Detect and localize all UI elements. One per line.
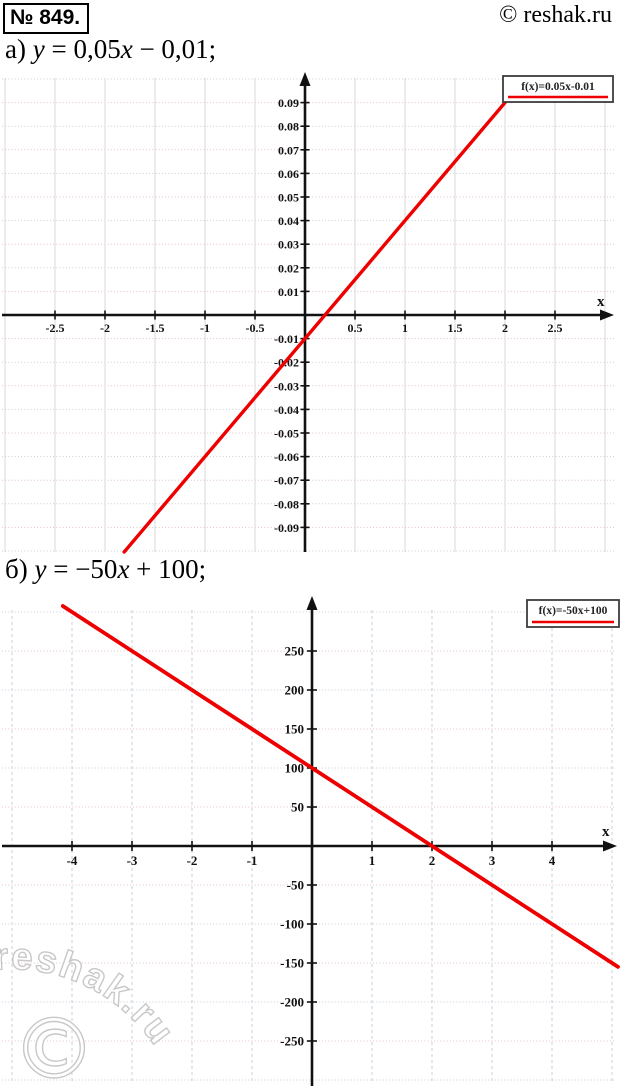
chart-a: x -2.5 -2 -1.5 -1 -0.5 0.5 1 1.5 2 2.5 0.09 0.08 0.07… <box>0 68 620 560</box>
function-line <box>60 604 620 969</box>
x-tick-label: 2 <box>429 853 436 868</box>
y-tick-label: 0.03 <box>278 238 299 252</box>
copyright-note: © reshak.ru <box>499 2 612 28</box>
y-tick-label: -0.06 <box>274 450 299 464</box>
equation-text: а) <box>5 34 33 64</box>
y-tick-label: -0.05 <box>274 427 299 441</box>
y-tick-label: 0.02 <box>278 261 299 275</box>
y-tick-label: 0.09 <box>278 96 299 110</box>
x-tick-label: -1 <box>247 853 258 868</box>
y-tick-label: 100 <box>285 761 305 776</box>
legend-label: f(x)=-50x+100 <box>539 605 608 617</box>
x-tick-label: 1 <box>402 321 408 335</box>
y-tick-label: -100 <box>280 917 304 932</box>
y-tick-label: 0.04 <box>278 214 299 228</box>
y-axis-arrow-icon <box>306 596 318 610</box>
x-tick-label: -1 <box>200 321 210 335</box>
y-tick-label: -0.04 <box>274 403 299 417</box>
y-tick-label: 250 <box>285 644 305 659</box>
equation-text: − 0,01; <box>132 34 217 64</box>
plot-b: x -4 -3 -2 -1 1 2 3 4 250 200 150 100 50 -50 -100 -150 -2… <box>2 596 620 1086</box>
x-tick-label: 1.5 <box>448 321 463 335</box>
x-tick-label: -1.5 <box>146 321 165 335</box>
y-tick-label: -0.07 <box>274 474 299 488</box>
y-tick-label: 0.08 <box>278 120 299 134</box>
equation-text: = 0,05 <box>44 34 121 64</box>
x-tick-label: -2 <box>187 853 198 868</box>
y-tick-label: 200 <box>285 683 305 698</box>
x-tick-label: 0.5 <box>348 321 363 335</box>
y-tick-label: 0.06 <box>278 167 299 181</box>
x-tick-label: 2 <box>502 321 508 335</box>
y-tick-label: -150 <box>280 956 304 971</box>
y-tick-label: -200 <box>280 995 304 1010</box>
legend-label: f(x)=0.05x-0.01 <box>521 81 595 93</box>
equation-variable: y <box>32 34 45 64</box>
x-tick-label: 2.5 <box>548 321 563 335</box>
x-axis-arrow-icon <box>603 840 617 852</box>
plot-a: x -2.5 -2 -1.5 -1 -0.5 0.5 1 1.5 2 2.5 0.09 0.08 0.07… <box>2 72 616 554</box>
equation-a: а) y = 0,05x − 0,01; <box>5 34 216 65</box>
legend-box: f(x)=0.05x-0.01 <box>502 75 614 103</box>
x-tick-label: -0.5 <box>246 321 265 335</box>
y-tick-label: 50 <box>291 800 304 815</box>
x-tick-label: -4 <box>67 853 78 868</box>
x-tick-label: 3 <box>489 853 496 868</box>
equation-variable: x <box>117 554 130 584</box>
y-tick-label: 0.01 <box>278 285 299 299</box>
equation-variable: x <box>120 34 133 64</box>
problem-number-badge: № 849. <box>3 3 90 34</box>
x-axis-label: x <box>597 294 605 310</box>
y-tick-label: -250 <box>280 1034 304 1049</box>
y-tick-label: 0.05 <box>278 191 299 205</box>
y-ticks: 0.09 0.08 0.07 0.06 0.05 0.04 0.03 0.02 0.01 -0.0… <box>274 96 310 535</box>
x-tick-label: -2.5 <box>46 321 65 335</box>
equation-variable: y <box>34 554 47 584</box>
equation-text: б) <box>5 554 35 584</box>
y-tick-label: -0.09 <box>274 521 299 535</box>
y-axis-arrow-icon <box>299 72 311 86</box>
y-tick-label: -0.03 <box>274 379 299 393</box>
function-line <box>122 82 523 554</box>
y-tick-label: 150 <box>285 722 305 737</box>
x-tick-label: -2 <box>100 321 110 335</box>
legend-box: f(x)=-50x+100 <box>526 599 620 628</box>
x-ticks: -2.5 -2 -1.5 -1 -0.5 0.5 1 1.5 2 2.5 <box>46 310 563 335</box>
equation-b: б) y = −50x + 100; <box>5 554 206 585</box>
equation-text: = −50 <box>46 554 118 584</box>
y-tick-label: 0.07 <box>278 143 299 157</box>
y-ticks: 250 200 150 100 50 -50 -100 -150 -200 -250 <box>280 644 317 1049</box>
chart-b: x -4 -3 -2 -1 1 2 3 4 250 200 150 100 50 -50 -100 -150 -2… <box>0 592 620 1088</box>
x-axis-label: x <box>602 824 610 840</box>
problem-number: № 849. <box>10 6 81 29</box>
equation-text: + 100; <box>129 554 207 584</box>
y-tick-label: -0.08 <box>274 497 299 511</box>
y-tick-label: -0.01 <box>274 332 299 346</box>
x-tick-label: 4 <box>549 853 556 868</box>
x-tick-label: 1 <box>369 853 376 868</box>
y-tick-label: -50 <box>287 878 304 893</box>
x-axis-arrow-icon <box>600 309 614 321</box>
x-tick-label: -3 <box>127 853 138 868</box>
